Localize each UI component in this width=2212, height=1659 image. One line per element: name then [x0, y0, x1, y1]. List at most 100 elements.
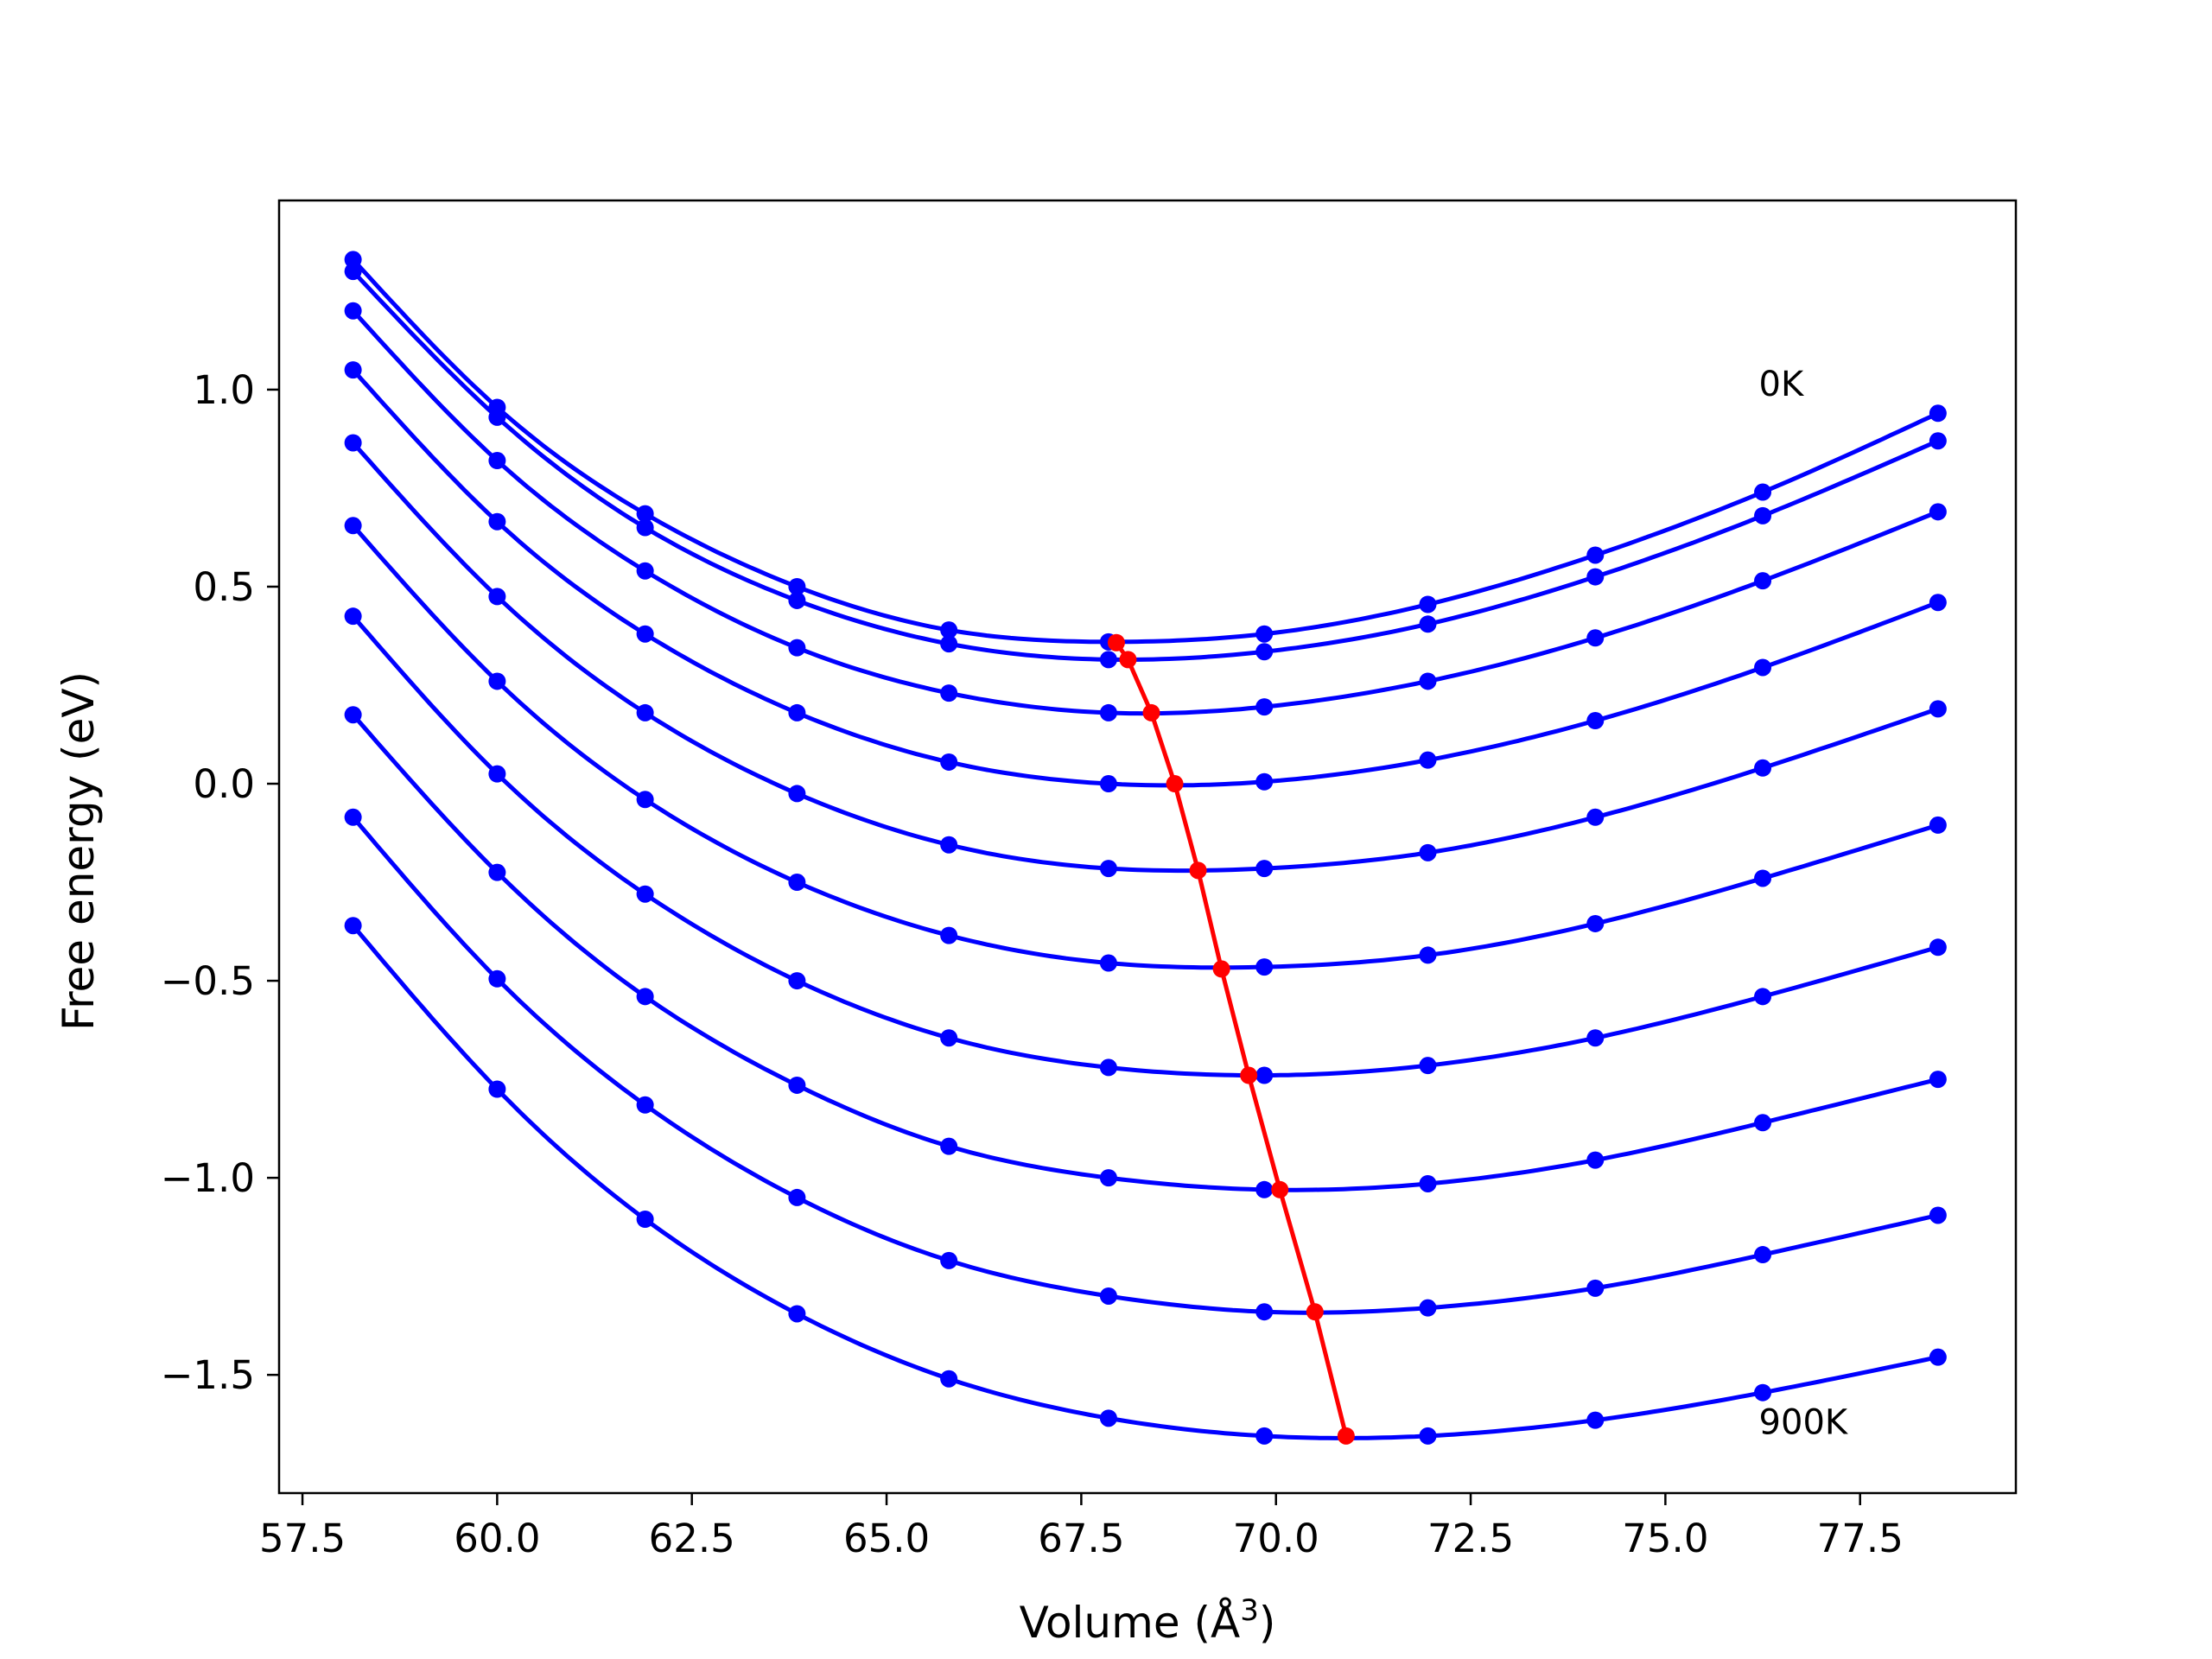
annotations: 0K 900K: [1759, 365, 1849, 1443]
data-point: [488, 1080, 506, 1098]
data-point: [488, 408, 506, 426]
x-tick-label: 67.5: [1038, 1516, 1124, 1561]
energy-curves: [351, 257, 1939, 1440]
y-tick-label: −1.0: [161, 1155, 255, 1201]
data-point: [940, 1251, 958, 1269]
data-point: [940, 1029, 958, 1047]
x-tick-label: 62.5: [649, 1516, 735, 1561]
data-point: [788, 577, 806, 595]
minimum-point: [1166, 775, 1184, 793]
data-point: [344, 808, 362, 826]
data-point: [1929, 1071, 1947, 1089]
data-point: [636, 562, 654, 580]
x-tick-label: 57.5: [259, 1516, 346, 1561]
minimum-point: [1212, 960, 1230, 978]
data-point: [636, 988, 654, 1006]
data-point: [1419, 1174, 1437, 1192]
data-point: [1255, 860, 1274, 878]
data-point: [1754, 658, 1772, 677]
data-point: [940, 684, 958, 702]
data-point: [1754, 572, 1772, 590]
data-point: [1929, 404, 1947, 423]
data-point: [636, 505, 654, 523]
plot-frame: [277, 199, 2018, 1495]
data-point: [1929, 432, 1947, 450]
data-point: [1586, 546, 1605, 564]
data-point: [1929, 700, 1947, 718]
data-point: [1754, 1114, 1772, 1132]
data-point: [1586, 914, 1605, 932]
data-point: [488, 765, 506, 783]
data-point: [1586, 1411, 1605, 1429]
data-point: [788, 591, 806, 609]
data-point: [344, 302, 362, 320]
x-tick-label: 60.0: [454, 1516, 540, 1561]
data-point: [788, 785, 806, 803]
data-point: [636, 1211, 654, 1229]
y-tick-label: 0.5: [193, 564, 255, 610]
x-tick-label: 77.5: [1817, 1516, 1904, 1561]
data-point: [1099, 703, 1117, 721]
data-point: [940, 836, 958, 854]
data-point: [1255, 643, 1274, 661]
data-point: [1255, 1066, 1274, 1084]
data-point: [636, 703, 654, 721]
data-point: [488, 969, 506, 988]
data-point: [1929, 594, 1947, 612]
energy-curve-8: [351, 816, 1939, 1315]
data-point: [1754, 988, 1772, 1006]
energy-curve-9: [351, 924, 1939, 1440]
curve-annotation: 0K: [1759, 365, 1805, 404]
data-point: [1419, 751, 1437, 769]
data-point: [1099, 1058, 1117, 1077]
data-point: [1255, 1303, 1274, 1321]
x-axis-label: Volume (Å3): [1020, 1593, 1276, 1648]
data-point: [344, 361, 362, 379]
data-point: [1929, 938, 1947, 957]
data-point: [940, 621, 958, 639]
data-point: [1419, 672, 1437, 690]
data-point: [488, 863, 506, 881]
data-point: [344, 917, 362, 935]
data-point: [1419, 615, 1437, 633]
data-point: [1255, 772, 1274, 791]
data-point: [488, 452, 506, 470]
data-point: [1929, 1206, 1947, 1224]
minimum-point: [1119, 651, 1137, 669]
data-point: [488, 672, 506, 690]
minimum-point: [1306, 1303, 1324, 1321]
x-tick-label: 72.5: [1427, 1516, 1514, 1561]
minimum-point: [1107, 633, 1125, 652]
data-point: [1099, 1409, 1117, 1427]
data-point: [636, 791, 654, 809]
data-point: [1099, 954, 1117, 972]
data-point: [1929, 1348, 1947, 1366]
data-point: [488, 588, 506, 606]
data-point: [788, 874, 806, 892]
y-axis-ticks: −1.5 −1.0 −0.5 0.0 0.5 1.0: [161, 367, 279, 1398]
data-point: [1586, 629, 1605, 647]
data-point: [1099, 651, 1117, 669]
data-point: [940, 635, 958, 653]
data-point: [788, 639, 806, 657]
minimum-point: [1189, 861, 1207, 880]
y-tick-label: −1.5: [161, 1352, 255, 1398]
y-tick-label: 1.0: [193, 367, 255, 413]
data-point: [1099, 1169, 1117, 1187]
data-point: [788, 1076, 806, 1094]
energy-curve-1: [351, 270, 1939, 662]
x-axis-label-text: Volume (Å: [1020, 1598, 1241, 1648]
data-point: [1754, 1383, 1772, 1402]
data-point: [636, 1096, 654, 1114]
x-axis-ticks: 57.5 60.0 62.5 65.0 67.5 70.0 72.5 75.0 77.5: [259, 1493, 1904, 1561]
data-point: [1099, 860, 1117, 878]
x-tick-label: 70.0: [1233, 1516, 1319, 1561]
data-point: [1255, 625, 1274, 643]
data-point: [636, 518, 654, 537]
data-point: [1754, 869, 1772, 887]
energy-curve-7: [351, 713, 1939, 1192]
data-point: [1419, 1427, 1437, 1445]
data-point: [488, 512, 506, 531]
data-point: [1586, 808, 1605, 826]
data-point: [1419, 946, 1437, 964]
